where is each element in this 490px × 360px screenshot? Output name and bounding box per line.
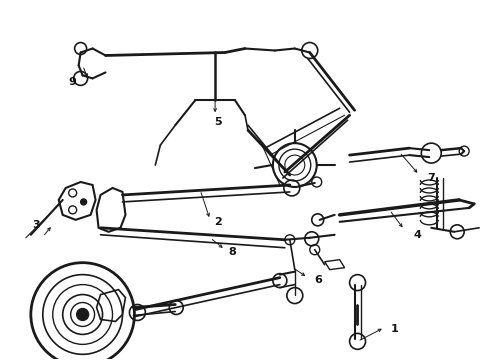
Text: 2: 2	[214, 217, 222, 227]
Text: 9: 9	[69, 77, 76, 87]
Text: 4: 4	[414, 230, 421, 240]
Text: 8: 8	[228, 247, 236, 257]
Circle shape	[76, 309, 89, 320]
Circle shape	[81, 199, 87, 205]
Text: 7: 7	[427, 173, 435, 183]
Text: 3: 3	[32, 220, 40, 230]
Text: 1: 1	[391, 324, 398, 334]
Text: 5: 5	[214, 117, 222, 127]
Text: 6: 6	[314, 275, 321, 285]
